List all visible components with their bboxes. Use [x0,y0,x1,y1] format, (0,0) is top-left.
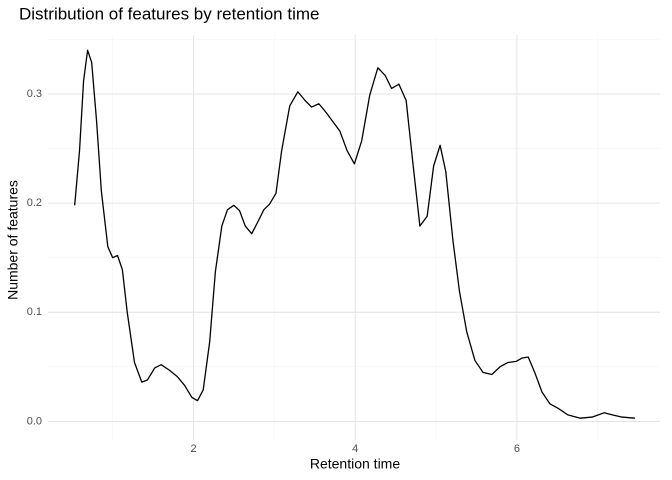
y-tick-label: 0.3 [27,88,42,100]
x-tick-label: 6 [514,443,520,455]
y-tick-label: 0.2 [27,197,42,209]
line [74,49,635,419]
chart-title: Distribution of features by retention ti… [19,4,319,23]
x-axis-title: Retention time [310,456,400,472]
y-axis-title: Number of features [5,180,21,300]
y-tick-label: 0.0 [27,415,42,427]
x-tick-label: 2 [190,443,196,455]
x-tick-label: 4 [352,443,358,455]
y-tick-label: 0.1 [27,306,42,318]
